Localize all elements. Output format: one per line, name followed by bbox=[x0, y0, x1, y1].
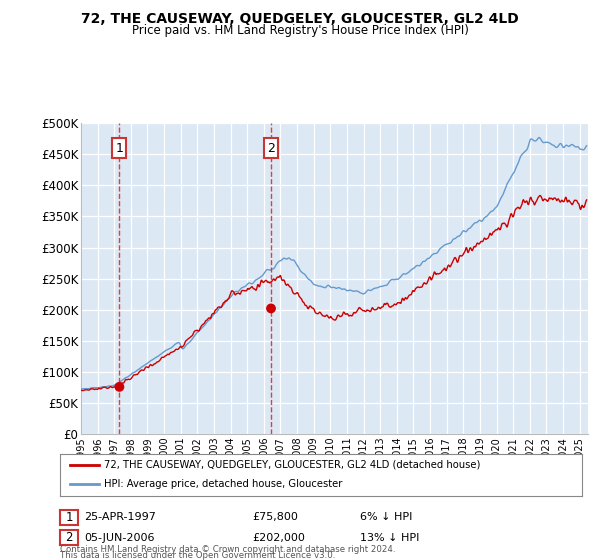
Text: 1: 1 bbox=[115, 142, 124, 155]
Text: 13% ↓ HPI: 13% ↓ HPI bbox=[360, 533, 419, 543]
Text: 6% ↓ HPI: 6% ↓ HPI bbox=[360, 512, 412, 522]
Text: 2: 2 bbox=[267, 142, 275, 155]
Text: Price paid vs. HM Land Registry's House Price Index (HPI): Price paid vs. HM Land Registry's House … bbox=[131, 24, 469, 37]
Text: £75,800: £75,800 bbox=[252, 512, 298, 522]
Text: HPI: Average price, detached house, Gloucester: HPI: Average price, detached house, Glou… bbox=[104, 479, 343, 489]
Point bbox=[266, 304, 276, 313]
Text: 2: 2 bbox=[65, 531, 73, 544]
Point bbox=[115, 382, 124, 391]
Text: £202,000: £202,000 bbox=[252, 533, 305, 543]
Text: 25-APR-1997: 25-APR-1997 bbox=[84, 512, 156, 522]
Text: 72, THE CAUSEWAY, QUEDGELEY, GLOUCESTER, GL2 4LD (detached house): 72, THE CAUSEWAY, QUEDGELEY, GLOUCESTER,… bbox=[104, 460, 481, 470]
Text: 72, THE CAUSEWAY, QUEDGELEY, GLOUCESTER, GL2 4LD: 72, THE CAUSEWAY, QUEDGELEY, GLOUCESTER,… bbox=[81, 12, 519, 26]
Text: Contains HM Land Registry data © Crown copyright and database right 2024.: Contains HM Land Registry data © Crown c… bbox=[60, 545, 395, 554]
Text: 1: 1 bbox=[65, 511, 73, 524]
Text: 05-JUN-2006: 05-JUN-2006 bbox=[84, 533, 155, 543]
Text: This data is licensed under the Open Government Licence v3.0.: This data is licensed under the Open Gov… bbox=[60, 551, 335, 560]
